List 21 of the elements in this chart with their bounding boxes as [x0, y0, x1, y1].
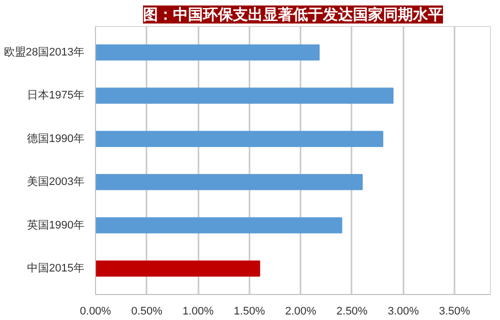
- x-tick-label: 3.50%: [438, 306, 470, 318]
- x-tick-label: 3.00%: [388, 306, 420, 318]
- y-tick-label: 德国1990年: [27, 132, 85, 145]
- y-tick-label: 英国1990年: [27, 218, 85, 232]
- x-tick-label: 1.50%: [234, 306, 266, 318]
- bar: [96, 130, 384, 147]
- y-tick-label: 日本1975年: [27, 88, 85, 102]
- y-tick-label: 中国2015年: [27, 262, 85, 275]
- bar: [96, 217, 342, 234]
- x-tick-label: 2.00%: [285, 306, 317, 318]
- x-tick-label: 2.50%: [336, 306, 368, 318]
- bar: [96, 260, 260, 277]
- bar: [96, 174, 363, 190]
- chart-title: 图：中国环保支出显著低于发达国家同期水平: [143, 6, 443, 24]
- y-tick-label: 欧盟28国2013年: [4, 46, 85, 58]
- x-tick-label: 0.50%: [131, 306, 163, 318]
- x-tick-label: 1.00%: [182, 306, 214, 318]
- x-tick-label: 0.00%: [80, 306, 112, 318]
- y-tick-label: 美国2003年: [27, 175, 85, 188]
- bar: [96, 88, 394, 104]
- bar: [96, 44, 320, 60]
